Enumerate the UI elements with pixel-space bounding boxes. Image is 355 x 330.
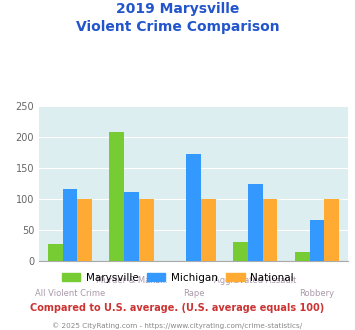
Text: Violent Crime Comparison: Violent Crime Comparison <box>76 20 279 34</box>
Text: Murder & Mans...: Murder & Mans... <box>96 276 168 284</box>
Legend: Marysville, Michigan, National: Marysville, Michigan, National <box>58 269 297 287</box>
Bar <box>201 199 216 261</box>
Bar <box>263 199 278 261</box>
Bar <box>77 199 92 261</box>
Text: Compared to U.S. average. (U.S. average equals 100): Compared to U.S. average. (U.S. average … <box>31 303 324 313</box>
Bar <box>248 184 263 261</box>
Text: All Violent Crime: All Violent Crime <box>35 289 105 298</box>
Bar <box>310 220 324 261</box>
Bar <box>324 199 339 261</box>
Text: © 2025 CityRating.com - https://www.cityrating.com/crime-statistics/: © 2025 CityRating.com - https://www.city… <box>53 323 302 329</box>
Bar <box>233 242 248 261</box>
Text: 2019 Marysville: 2019 Marysville <box>116 2 239 16</box>
Text: Aggravated Assault: Aggravated Assault <box>214 276 296 284</box>
Bar <box>62 189 77 261</box>
Text: Rape: Rape <box>183 289 204 298</box>
Bar <box>295 252 310 261</box>
Text: Robbery: Robbery <box>300 289 334 298</box>
Bar <box>139 199 154 261</box>
Bar <box>124 192 139 261</box>
Bar <box>186 154 201 261</box>
Bar <box>109 132 124 261</box>
Bar <box>48 244 62 261</box>
